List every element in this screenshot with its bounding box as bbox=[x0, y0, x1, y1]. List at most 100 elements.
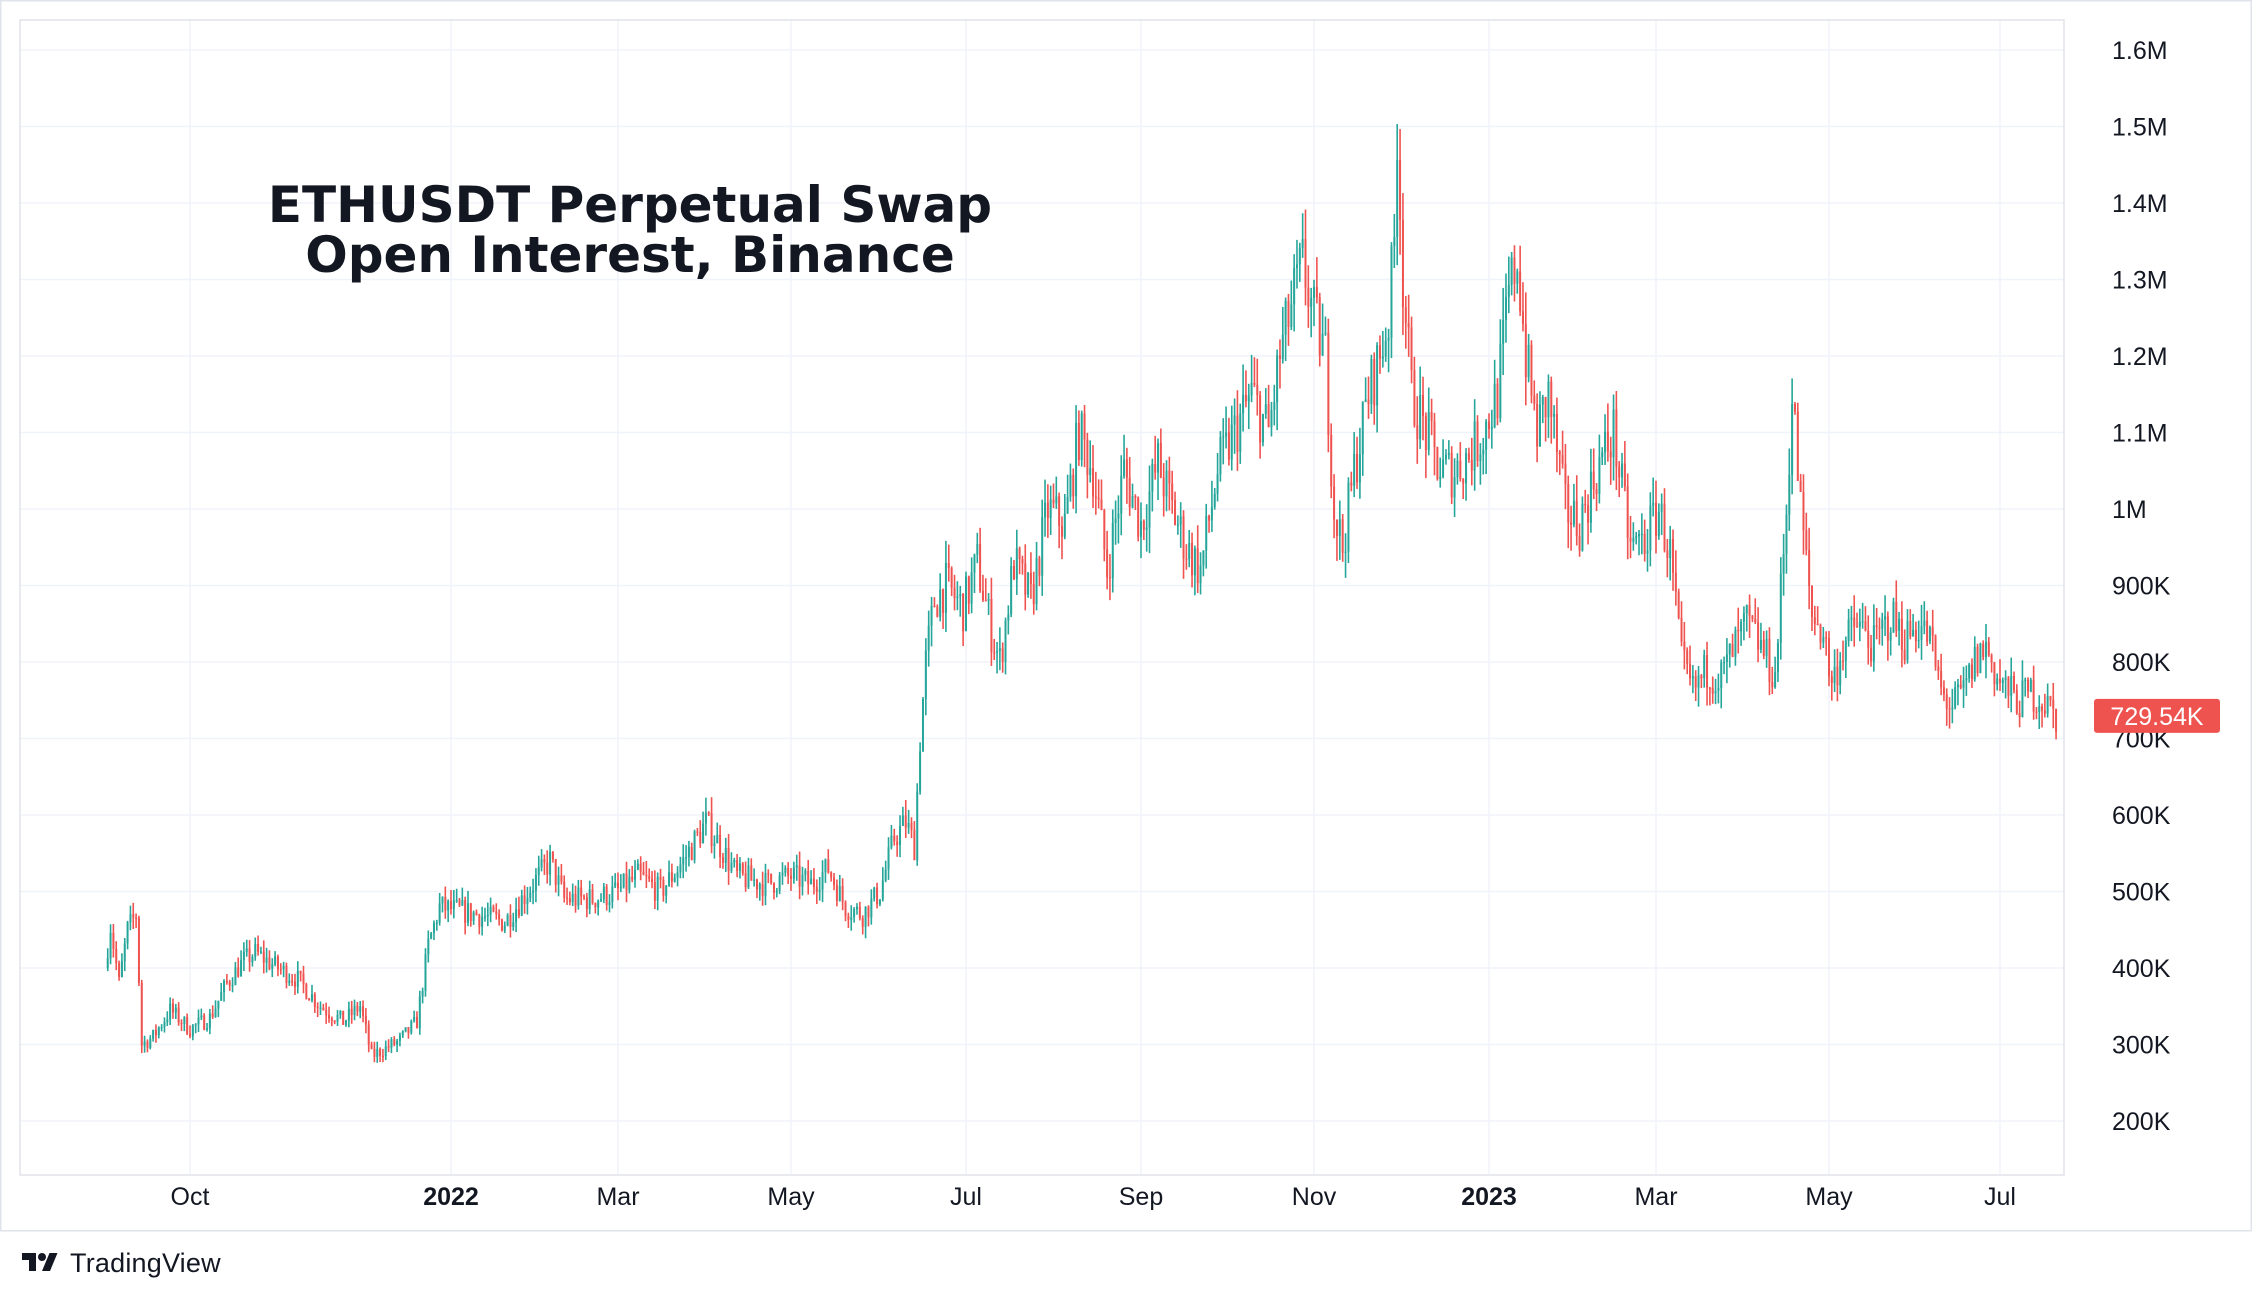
candle[interactable] bbox=[1024, 544, 1027, 611]
candle[interactable] bbox=[169, 997, 172, 1026]
candle[interactable] bbox=[1242, 364, 1245, 432]
candle[interactable] bbox=[1193, 545, 1196, 596]
candle[interactable] bbox=[1723, 656, 1726, 675]
candle[interactable] bbox=[495, 903, 498, 920]
candle[interactable] bbox=[962, 593, 965, 647]
candle[interactable] bbox=[1768, 627, 1771, 696]
candle[interactable] bbox=[1097, 479, 1100, 509]
candle[interactable] bbox=[308, 997, 311, 1001]
candle[interactable] bbox=[1202, 550, 1205, 577]
candle[interactable] bbox=[790, 868, 792, 891]
candle[interactable] bbox=[798, 851, 801, 900]
candle[interactable] bbox=[1055, 476, 1058, 509]
candle[interactable] bbox=[1923, 601, 1926, 635]
candle[interactable] bbox=[1250, 354, 1253, 403]
candle[interactable] bbox=[1350, 471, 1353, 492]
candle[interactable] bbox=[1058, 492, 1061, 549]
candle[interactable] bbox=[1872, 604, 1875, 672]
candle[interactable] bbox=[316, 1002, 319, 1018]
candle[interactable] bbox=[1304, 209, 1307, 306]
candle[interactable] bbox=[1689, 645, 1692, 686]
candle[interactable] bbox=[577, 879, 580, 910]
candle[interactable] bbox=[930, 596, 933, 647]
candle[interactable] bbox=[981, 574, 984, 602]
candle[interactable] bbox=[1799, 473, 1802, 492]
candle[interactable] bbox=[1293, 254, 1296, 332]
candle[interactable] bbox=[1982, 640, 1985, 661]
candle[interactable] bbox=[203, 1013, 206, 1031]
candle[interactable] bbox=[1404, 296, 1407, 349]
candle[interactable] bbox=[177, 1002, 180, 1026]
candle[interactable] bbox=[498, 909, 501, 926]
candle[interactable] bbox=[1131, 483, 1134, 509]
candle[interactable] bbox=[2004, 670, 2007, 699]
candle[interactable] bbox=[381, 1048, 384, 1063]
candle[interactable] bbox=[1751, 615, 1754, 623]
candle[interactable] bbox=[174, 1003, 177, 1019]
candle[interactable] bbox=[1906, 609, 1909, 664]
candle[interactable] bbox=[2032, 665, 2035, 720]
candle[interactable] bbox=[350, 1000, 353, 1024]
candle[interactable] bbox=[1108, 554, 1111, 601]
candle[interactable] bbox=[967, 575, 970, 615]
candle[interactable] bbox=[1731, 633, 1734, 658]
candle[interactable] bbox=[234, 961, 237, 986]
candle[interactable] bbox=[135, 913, 138, 929]
candle[interactable] bbox=[1555, 397, 1558, 473]
candle[interactable] bbox=[379, 1047, 382, 1063]
candle[interactable] bbox=[1450, 446, 1453, 505]
candle[interactable] bbox=[1344, 533, 1347, 578]
candle[interactable] bbox=[878, 899, 881, 907]
candle[interactable] bbox=[1015, 529, 1018, 595]
candle[interactable] bbox=[259, 946, 262, 955]
candle[interactable] bbox=[2024, 677, 2027, 697]
candle[interactable] bbox=[1479, 443, 1482, 485]
candle[interactable] bbox=[1774, 656, 1777, 689]
candle[interactable] bbox=[1179, 502, 1182, 548]
candle[interactable] bbox=[1444, 449, 1447, 465]
candle[interactable] bbox=[1717, 673, 1720, 704]
candle[interactable] bbox=[506, 913, 509, 927]
candle[interactable] bbox=[475, 909, 478, 916]
candle[interactable] bbox=[1021, 555, 1024, 575]
candle[interactable] bbox=[1853, 595, 1856, 647]
candle[interactable] bbox=[1066, 474, 1069, 514]
candle[interactable] bbox=[1233, 398, 1236, 454]
candle[interactable] bbox=[636, 859, 639, 871]
candle[interactable] bbox=[517, 896, 520, 919]
candle[interactable] bbox=[947, 544, 950, 582]
candle[interactable] bbox=[157, 1026, 160, 1039]
candle[interactable] bbox=[1032, 571, 1035, 615]
candle[interactable] bbox=[1080, 410, 1083, 467]
candle[interactable] bbox=[1700, 674, 1703, 689]
candle[interactable] bbox=[532, 878, 535, 905]
candle[interactable] bbox=[1984, 623, 1987, 679]
candle[interactable] bbox=[1100, 479, 1103, 511]
candle[interactable] bbox=[1473, 399, 1476, 491]
candle[interactable] bbox=[1103, 508, 1106, 562]
candle[interactable] bbox=[1222, 418, 1225, 465]
candle[interactable] bbox=[1513, 245, 1516, 302]
candle[interactable] bbox=[1358, 427, 1361, 499]
candle[interactable] bbox=[401, 1030, 404, 1038]
candle[interactable] bbox=[1572, 483, 1575, 528]
candle[interactable] bbox=[600, 893, 603, 903]
candle[interactable] bbox=[515, 897, 518, 933]
candle[interactable] bbox=[376, 1041, 379, 1063]
candle[interactable] bbox=[1401, 193, 1404, 335]
candle[interactable] bbox=[529, 886, 532, 903]
candle[interactable] bbox=[1089, 440, 1092, 483]
candle[interactable] bbox=[1553, 405, 1556, 439]
candle[interactable] bbox=[563, 875, 566, 903]
candle[interactable] bbox=[1219, 431, 1222, 482]
candle[interactable] bbox=[1216, 453, 1219, 502]
candle[interactable] bbox=[1422, 376, 1425, 441]
candle[interactable] bbox=[998, 627, 1001, 671]
candle[interactable] bbox=[1886, 611, 1889, 661]
candle[interactable] bbox=[1621, 452, 1624, 488]
candle[interactable] bbox=[1094, 471, 1097, 515]
candle[interactable] bbox=[568, 891, 571, 906]
candle[interactable] bbox=[1842, 640, 1845, 671]
candle[interactable] bbox=[1261, 413, 1264, 447]
candle[interactable] bbox=[733, 857, 736, 868]
